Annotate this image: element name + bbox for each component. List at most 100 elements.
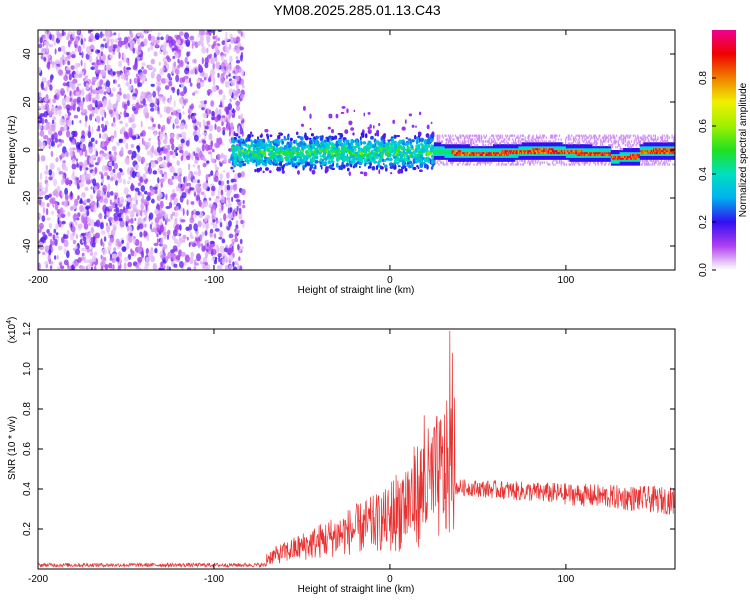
heatmap-cell [169,116,172,120]
heatmap-cell [219,230,223,238]
heatmap-cell [157,123,161,130]
heatmap-cell [398,153,401,156]
heatmap-cell [144,223,147,228]
heatmap-cell [188,223,193,231]
heatmap-cell [360,132,365,137]
heatmap-cell [236,163,240,167]
heatmap-cell [171,175,175,180]
heatmap-cell [146,91,150,96]
heatmap-cell [233,183,238,191]
heatmap-cell [362,141,367,145]
heatmap-cell [150,150,154,159]
heatmap-cell [355,162,358,166]
heatmap-cell [260,150,264,154]
heatmap-cell [71,163,77,170]
heatmap-cell [101,69,107,77]
heatmap-cell [147,47,151,52]
heatmap-cell [60,45,66,52]
heatmap-cell [80,59,83,67]
heatmap-cell [70,225,76,233]
heatmap-cell [218,236,223,240]
heatmap-cell [261,161,266,166]
heatmap-cell [227,80,230,88]
heatmap-cell [56,255,59,260]
heatmap-cell [142,193,144,202]
heatmap-cell [176,88,180,96]
heatmap-cell [214,198,220,204]
heatmap-cell [118,139,123,144]
heatmap-cell [231,246,234,253]
heatmap-cell [178,112,182,120]
heatmap-cell [230,156,233,161]
heatmap-cell [237,243,240,251]
heatmap-cell [66,85,69,93]
heatmap-cell [47,137,50,145]
heatmap-cell [257,136,259,140]
heatmap-cell [210,158,216,164]
heatmap-cell [46,217,51,221]
heatmap-cell [158,95,162,102]
heatmap-cell [98,212,103,220]
heatmap-cell [320,140,325,145]
heatmap-cell [176,160,180,166]
heatmap-cell [116,45,121,53]
heatmap-cell [95,64,99,73]
heatmap-cell [119,87,122,93]
heatmap-cell [92,142,96,149]
heatmap-cell [67,119,72,127]
heatmap-cell [53,40,57,46]
heatmap-cell [97,115,101,124]
heatmap-cell [202,162,207,168]
heatmap-cell [95,219,101,228]
heatmap-cell [55,59,60,64]
heatmap-cell [137,217,142,225]
heatmap-cell [221,238,226,244]
heatmap-cell [119,169,123,173]
heatmap-cell [149,186,154,192]
heatmap-cell [154,150,158,156]
heatmap-cell [107,183,111,191]
heatmap-cell [125,203,130,210]
heatmap-cell [110,176,115,181]
heatmap-cell [347,142,350,147]
heatmap-cell [235,46,241,54]
heatmap-cell [174,217,178,225]
heatmap-cell [393,146,397,151]
heatmap-cell [423,139,428,143]
heatmap-cell [234,75,239,80]
heatmap-cell [330,157,334,162]
heatmap-cell [132,203,137,212]
heatmap-cell [211,44,215,49]
heatmap-cell [126,72,131,76]
heatmap-cell [336,162,339,168]
heatmap-cell [371,166,376,171]
heatmap-cell [351,139,355,143]
heatmap-cell [82,217,87,225]
heatmap-cell [417,167,420,169]
heatmap-cell [206,47,209,54]
heatmap-cell [108,109,113,115]
heatmap-cell [233,165,236,168]
heatmap-cell [169,137,175,145]
heatmap-cell [153,242,159,247]
heatmap-cell [201,46,207,54]
heatmap-cell [112,71,116,76]
heatmap-cell [85,205,90,210]
heatmap-cell [106,212,110,217]
heatmap-cell [398,168,401,173]
heatmap-cell [303,106,306,111]
heatmap-cell [156,238,159,244]
heatmap-cell [144,106,148,111]
heatmap-cell [424,145,428,150]
heatmap-cell [228,255,234,261]
heatmap-cell [128,37,133,45]
heatmap-cell [109,54,113,59]
heatmap-cell [367,129,372,134]
heatmap-cell [389,166,394,169]
heatmap-cell [192,178,198,184]
heatmap-cell [70,133,73,138]
heatmap-cell [166,63,170,70]
heatmap-cell [129,225,133,234]
heatmap-cell [129,233,133,236]
heatmap-cell [232,261,235,267]
